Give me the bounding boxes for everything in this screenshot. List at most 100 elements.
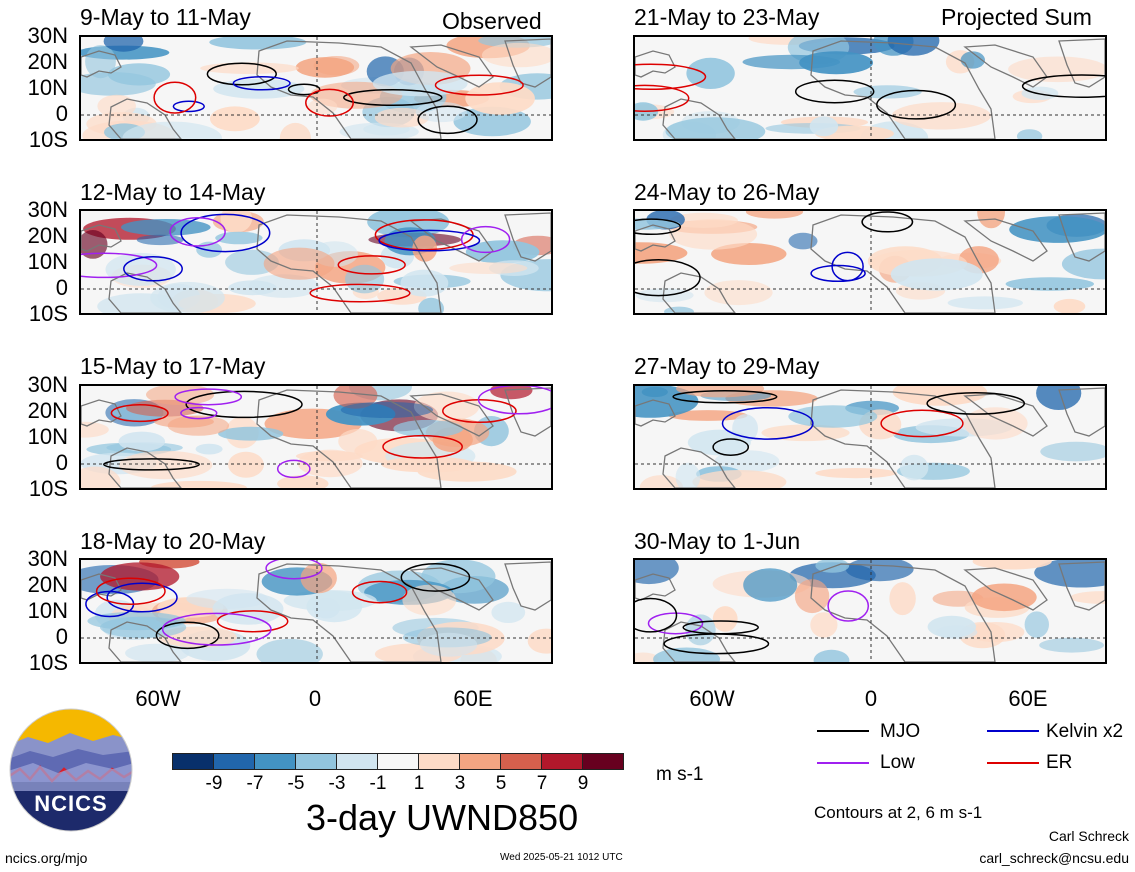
wave-contour (635, 259, 701, 297)
lat-label-row1-3: 0 (55, 101, 68, 126)
wave-contour (635, 84, 690, 112)
anomaly-region (813, 649, 850, 662)
anomaly-region (107, 63, 171, 86)
anomaly-region (228, 451, 264, 478)
map-panel-obs-1 (79, 35, 553, 141)
coastline (963, 44, 1048, 88)
footer-url[interactable]: ncics.org/mjo (5, 850, 88, 866)
anomaly-region (277, 475, 329, 488)
anomaly-region (788, 232, 818, 250)
lat-label-row2-0: 30N (27, 197, 68, 222)
wave-contour (880, 409, 964, 438)
colorbar-tick-label: -3 (328, 773, 346, 794)
coastline (1058, 38, 1105, 88)
anomaly-region (1061, 248, 1105, 280)
contour-note: Contours at 2, 6 m s-1 (814, 803, 983, 822)
coastline (963, 218, 1048, 262)
anomaly-region (890, 258, 983, 291)
wave-contour (442, 398, 517, 424)
anomaly-region (899, 454, 929, 481)
coastline (409, 44, 494, 88)
wave-contour (153, 81, 197, 114)
anomaly-region (635, 652, 659, 662)
lat-label-row3-2: 10N (27, 424, 68, 449)
main-title: 3-day UWND850 (306, 797, 579, 838)
wave-contour (103, 458, 200, 471)
legend-label-kelvin: Kelvin x2 (1046, 721, 1124, 742)
anomaly-region (297, 449, 363, 478)
anomaly-region (1040, 441, 1105, 462)
anomaly-region (743, 568, 798, 602)
lon-label-0-right: 0 (864, 686, 878, 711)
anomaly-region (887, 37, 940, 56)
anomaly-region (527, 628, 551, 654)
coastline (108, 447, 182, 488)
lat-label-row4-3: 0 (55, 624, 68, 649)
coastline (108, 621, 182, 662)
wave-contour (1021, 74, 1105, 98)
wave-contour (106, 582, 178, 613)
anomaly-region (402, 584, 457, 616)
wave-contour (721, 406, 814, 440)
anomaly-region (1034, 560, 1105, 588)
lat-label-row3-4: 10S (28, 476, 68, 501)
colorbar-tick-label: -1 (369, 773, 387, 794)
colorbar-swatch (541, 753, 583, 770)
panel-title-obs-1: 9-May to 11-May (80, 4, 251, 30)
wave-contour (861, 211, 914, 233)
anomaly-region (381, 456, 476, 473)
wave-contour (351, 580, 408, 604)
anomaly-region (799, 51, 873, 75)
footer-email[interactable]: carl_schreck@ncsu.edu (979, 850, 1129, 866)
anomaly-region (136, 234, 184, 246)
coastline (810, 40, 996, 139)
wave-contour (926, 391, 1026, 415)
anomaly-region (1024, 611, 1049, 638)
anomaly-region (1008, 56, 1105, 83)
wave-contour (172, 100, 205, 113)
wave-contour (174, 388, 243, 406)
wave-contour (287, 83, 321, 96)
lat-label-row1-0: 30N (27, 23, 68, 48)
panel-title-proj-3: 27-May to 29-May (634, 353, 820, 379)
anomaly-region (338, 429, 378, 454)
anomaly-region (465, 82, 535, 115)
coastline (81, 399, 122, 427)
wind-anomaly-map (635, 560, 1105, 662)
lat-label-row2-1: 20N (27, 223, 68, 248)
anomaly-region (125, 643, 190, 662)
colorbar-tick-label: -5 (287, 773, 305, 794)
map-panel-obs-4 (79, 558, 553, 664)
legend-line-low (817, 762, 869, 764)
colorbar-tick-label: 5 (495, 773, 507, 794)
anomaly-region (935, 625, 978, 640)
anomaly-region (150, 480, 247, 488)
anomaly-region (340, 401, 434, 418)
anomaly-region (81, 466, 121, 488)
coastline (81, 50, 122, 78)
lat-label-row2-3: 0 (55, 275, 68, 300)
wave-contour (309, 283, 411, 303)
anomaly-region (279, 122, 311, 139)
coastline (635, 399, 676, 427)
coastline (108, 98, 182, 139)
colorbar-swatch (172, 753, 214, 770)
wave-contour (682, 620, 759, 635)
lat-label-row3-0: 30N (27, 372, 68, 397)
wave-contour (460, 225, 511, 254)
colorbar-swatch (213, 753, 255, 770)
map-panel-proj-4 (633, 558, 1107, 664)
anomaly-region (263, 247, 335, 280)
lon-label-60e-left: 60E (453, 686, 493, 711)
wave-contour (337, 255, 406, 275)
projected-sum-label: Projected Sum (941, 4, 1092, 30)
coastline (963, 393, 1048, 437)
logo-text: NCICS (34, 791, 108, 816)
anomaly-region (1009, 216, 1105, 243)
colorbar-swatch (500, 753, 542, 770)
anomaly-region (374, 107, 429, 128)
anomaly-region (122, 121, 222, 139)
anomaly-region (665, 117, 766, 139)
anomaly-region (788, 405, 878, 428)
anomaly-region (418, 297, 444, 313)
